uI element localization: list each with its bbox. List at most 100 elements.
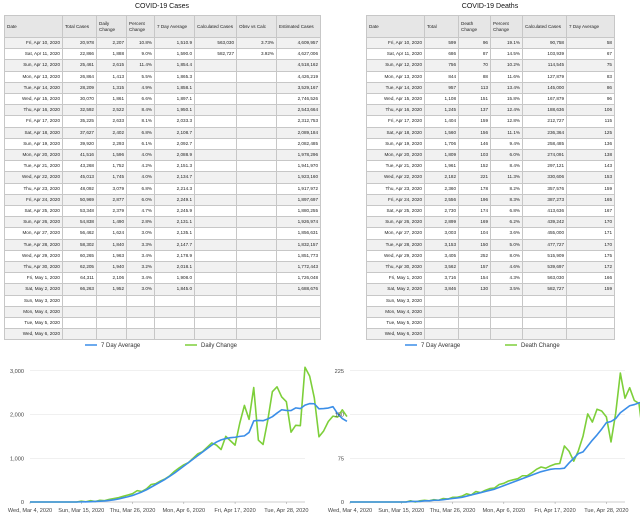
x-tick-label: Tue, Apr 28, 2020: [264, 508, 308, 514]
row-date-cell: Sat, May 2, 2020: [4, 283, 63, 296]
table-cell: 1,706: [424, 137, 459, 151]
table-cell: [236, 272, 277, 285]
table-cell: [194, 317, 237, 330]
table-cell: 2,088.9: [154, 149, 195, 162]
row-date-cell: Tue, Apr 21, 2020: [366, 160, 425, 173]
table-cell: 5.5%: [126, 70, 155, 83]
row-date-cell: Wed, Apr 15, 2020: [4, 93, 63, 106]
row-date-cell: Tue, May 5, 2020: [366, 317, 425, 330]
table-cell: 2,293: [96, 137, 127, 151]
table-cell: [62, 305, 97, 319]
table-row: Sun, Apr 26, 2020 54,838 1,490 2.8% 2,131.1 1…: [4, 216, 321, 229]
table-row: Tue, Apr 21, 2020 1,961 152 8.4% 297,121 143: [366, 160, 615, 173]
table-cell: [194, 328, 237, 341]
table-cell: 1,917,972: [276, 182, 321, 195]
table-cell: [276, 317, 321, 330]
table-cell: 96: [566, 93, 615, 106]
table-cell: 4.0%: [126, 149, 155, 162]
table-cell: 6.0%: [490, 149, 523, 162]
row-date-cell: Fri, May 1, 2020: [4, 272, 63, 285]
row-date-cell: Fri, Apr 10, 2020: [366, 36, 425, 50]
table-cell: 1,413: [96, 70, 127, 83]
table-row: Thu, Apr 30, 2020 62,205 1,940 3.2% 2,018.1 1…: [4, 261, 321, 274]
table-cell: 11.4%: [126, 59, 155, 72]
table-cell: 3,716: [424, 272, 459, 285]
table-cell: [194, 205, 237, 218]
table-cell: 1,950.1: [154, 104, 195, 117]
row-date-cell: Fri, May 1, 2020: [366, 272, 425, 285]
table-row: Wed, Apr 15, 2020 30,070 1,861 6.6% 1,897.1 2…: [4, 93, 321, 106]
y-tick-label: 0: [21, 500, 24, 506]
table-cell: 10.8%: [126, 36, 155, 50]
cases-col-header: Total Cases: [62, 15, 97, 38]
table-cell: [276, 294, 321, 307]
table-cell: [194, 137, 237, 151]
table-cell: 166: [566, 272, 615, 285]
table-cell: 3,003: [424, 227, 459, 240]
table-cell: [194, 149, 237, 162]
table-cell: 87: [458, 48, 491, 61]
table-cell: 8.0%: [490, 249, 523, 263]
x-tick-label: Thu, Mar 26, 2020: [430, 508, 476, 514]
table-row: Wed, Apr 29, 2020 60,265 1,963 3.4% 2,178.9 1…: [4, 249, 321, 263]
table-cell: 1,861: [96, 93, 127, 106]
table-cell: 174: [458, 205, 491, 218]
table-cell: 1,510.9: [154, 36, 195, 50]
table-cell: [154, 328, 195, 341]
table-cell: 563,030: [522, 272, 567, 285]
table-cell: 154: [458, 272, 491, 285]
table-row: Tue, May 5, 2020: [4, 317, 321, 330]
row-date-cell: Sat, Apr 11, 2020: [4, 48, 63, 61]
table-cell: [458, 294, 491, 307]
table-row: Wed, May 6, 2020: [4, 328, 321, 341]
table-cell: [236, 283, 277, 296]
table-cell: 150: [458, 238, 491, 251]
table-cell: 143: [566, 160, 615, 173]
table-cell: [126, 317, 155, 330]
deaths-table-body: Fri, Apr 10, 2020 599 96 19.1% 90,758 58 Sat, …: [366, 36, 615, 341]
table-cell: [194, 261, 237, 274]
table-cell: 357,576: [522, 182, 567, 195]
table-row: Fri, May 1, 2020 3,716 154 4.3% 563,030 166: [366, 272, 615, 285]
table-cell: [236, 182, 277, 195]
table-row: Mon, Apr 20, 2020 41,516 1,596 4.0% 2,088.9 1…: [4, 149, 321, 162]
table-row: Sun, Apr 12, 2020 756 70 10.2% 114,545 75: [366, 59, 615, 72]
y-tick-label: 1,000: [10, 456, 24, 462]
table-cell: 1,926,974: [276, 216, 321, 229]
table-cell: [126, 305, 155, 319]
table-cell: [490, 294, 523, 307]
table-cell: 1,897.1: [154, 93, 195, 106]
table-cell: 4.9%: [126, 81, 155, 95]
table-cell: [424, 328, 459, 341]
table-cell: 11.1%: [490, 126, 523, 139]
table-cell: 9.4%: [490, 137, 523, 151]
table-cell: 2,312,753: [276, 115, 321, 128]
table-cell: 252: [458, 249, 491, 263]
table-cell: 170: [566, 238, 615, 251]
table-cell: [424, 317, 459, 330]
table-row: Thu, Apr 16, 2020 1,245 137 12.4% 188,636 106: [366, 104, 615, 117]
row-date-cell: Sat, Apr 18, 2020: [366, 126, 425, 139]
table-row: Mon, May 4, 2020: [366, 305, 615, 319]
table-cell: [566, 317, 615, 330]
table-cell: 25,461: [62, 59, 97, 72]
table-cell: 28,209: [62, 81, 97, 95]
table-cell: [96, 294, 127, 307]
row-date-cell: Sun, Apr 19, 2020: [4, 137, 63, 151]
table-cell: 2,379: [96, 205, 127, 218]
table-cell: [236, 249, 277, 263]
table-cell: [194, 305, 237, 319]
row-date-cell: Wed, May 6, 2020: [4, 328, 63, 341]
x-tick-label: Fri, Apr 17, 2020: [214, 508, 255, 514]
table-row: Sun, Apr 19, 2020 1,706 146 9.4% 258,485 136: [366, 137, 615, 151]
table-cell: 2,082,485: [276, 137, 321, 151]
table-cell: [236, 126, 277, 139]
cases-col-header: Daily Change: [96, 15, 127, 38]
table-cell: [458, 305, 491, 319]
table-cell: 3.4%: [126, 272, 155, 285]
table-row: Sat, Apr 18, 2020 37,627 2,402 6.8% 2,108.7 2…: [4, 126, 321, 139]
table-cell: 3.2%: [126, 261, 155, 274]
table-cell: 58: [566, 36, 615, 50]
row-date-cell: Tue, May 5, 2020: [4, 317, 63, 330]
table-cell: 83: [566, 70, 615, 83]
